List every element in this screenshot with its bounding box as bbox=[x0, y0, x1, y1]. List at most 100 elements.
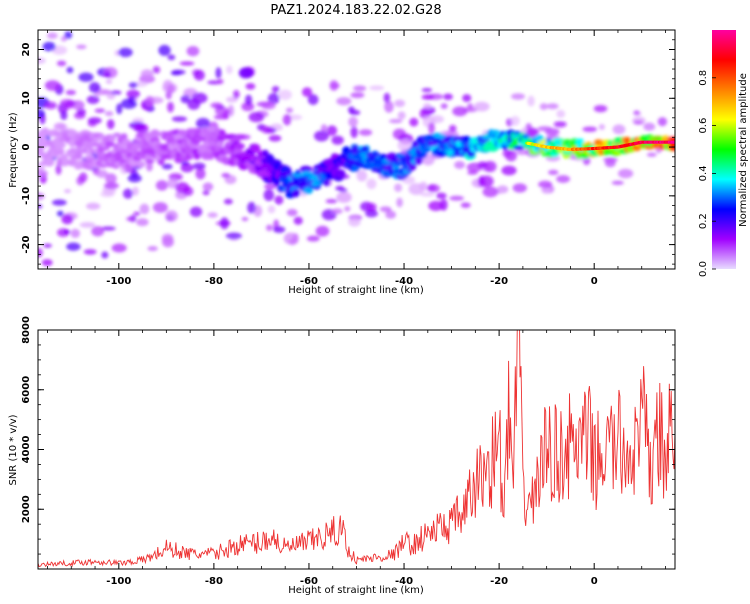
spectrogram-noise-blob bbox=[331, 208, 343, 215]
spectrogram-y-tick-label: -10 bbox=[21, 187, 32, 205]
spectrogram-noise-blob bbox=[126, 89, 141, 99]
spectrogram-noise-blob bbox=[271, 86, 280, 93]
snr-y-label: SNR (10 * v/v) bbox=[8, 414, 19, 485]
spectrogram-noise-blob bbox=[221, 173, 231, 178]
spectrogram-noise-blob bbox=[556, 175, 571, 183]
spectrogram-noise-blob bbox=[76, 108, 86, 116]
spectrogram-noise-blob bbox=[96, 169, 108, 178]
spectrogram-noise-blob bbox=[179, 61, 195, 66]
spectrogram-noise-blob bbox=[101, 251, 109, 259]
spectrogram-noise-blob bbox=[539, 103, 548, 110]
spectrogram-noise-blob bbox=[122, 188, 134, 199]
spectrogram-ridge-blob bbox=[323, 179, 330, 187]
spectrogram-ridge-blob bbox=[131, 143, 142, 150]
spectrogram-noise-blob bbox=[593, 104, 608, 113]
spectrogram-ridge-blob bbox=[250, 143, 261, 153]
spectrogram-noise-blob bbox=[353, 85, 367, 92]
spectrogram-noise-blob bbox=[478, 175, 485, 187]
colorbar-label: Normalized spectral amplitude bbox=[738, 73, 749, 227]
spectrogram-noise-blob bbox=[329, 80, 339, 91]
spectrogram-noise-blob bbox=[79, 172, 88, 183]
spectrogram-noise-blob bbox=[384, 100, 394, 113]
spectrogram-noise-blob bbox=[186, 46, 200, 57]
spectrogram-noise-blob bbox=[546, 103, 559, 110]
spectrogram-noise-blob bbox=[473, 101, 490, 112]
spectrogram-noise-blob bbox=[335, 185, 345, 191]
spectrogram-ridge-blob bbox=[114, 153, 123, 162]
spectrogram-noise-blob bbox=[505, 149, 517, 162]
spectrogram-noise-blob bbox=[245, 82, 256, 90]
spectrogram-ridge-blob bbox=[233, 142, 245, 150]
spectrogram-ridge-blob bbox=[157, 159, 165, 166]
spectrogram-noise-blob bbox=[71, 100, 85, 110]
spectrogram-noise-blob bbox=[460, 202, 471, 208]
spectrogram-noise-blob bbox=[348, 217, 361, 227]
spectrogram-noise-blob bbox=[44, 101, 57, 110]
spectrogram-noise-blob bbox=[336, 97, 352, 106]
spectrogram-noise-blob bbox=[56, 210, 64, 217]
spectrogram-noise-blob bbox=[165, 210, 178, 222]
spectrogram-ridge-blob bbox=[177, 129, 187, 136]
spectrogram-noise-blob bbox=[454, 161, 466, 169]
spectrogram-noise-blob bbox=[582, 126, 598, 133]
spectrogram-noise-blob bbox=[41, 259, 53, 267]
spectrogram-ridge-blob bbox=[431, 132, 443, 138]
spectrogram-noise-blob bbox=[146, 161, 153, 172]
spectrogram-noise-blob bbox=[426, 184, 441, 193]
colorbar-tick-label: 0.8 bbox=[698, 70, 709, 86]
spectrogram-noise-blob bbox=[51, 199, 67, 206]
spectrogram-noise-blob bbox=[409, 117, 419, 127]
spectrogram-noise-blob bbox=[365, 209, 378, 218]
spectrogram-noise-blob bbox=[263, 189, 275, 202]
spectrogram-noise-blob bbox=[38, 108, 45, 119]
spectrogram-noise-blob bbox=[604, 158, 616, 168]
snr-y-tick-label: 8000 bbox=[21, 316, 32, 344]
spectrogram-noise-blob bbox=[367, 203, 377, 212]
spectrogram-noise-blob bbox=[556, 109, 566, 118]
spectrogram-noise-blob bbox=[66, 66, 74, 74]
spectrogram-ridge-blob bbox=[44, 157, 53, 165]
spectrogram-noise-blob bbox=[128, 96, 136, 105]
spectrogram-noise-blob bbox=[633, 110, 640, 115]
spectrogram-noise-blob bbox=[383, 92, 391, 103]
spectrogram-noise-blob bbox=[293, 216, 303, 225]
spectrogram-noise-blob bbox=[344, 205, 351, 212]
spectrogram-noise-blob bbox=[76, 44, 87, 50]
spectrogram-noise-blob bbox=[202, 182, 214, 191]
spectrogram-noise-blob bbox=[510, 115, 520, 126]
spectrogram-x-tick-label: -60 bbox=[300, 276, 318, 287]
spectrogram-noise-blob bbox=[85, 202, 101, 210]
spectrogram-ridge-core bbox=[525, 140, 675, 152]
spectrogram-noise-blob bbox=[261, 126, 274, 134]
spectrogram-ridge-blob bbox=[361, 146, 369, 152]
spectrogram-noise-blob bbox=[350, 92, 365, 99]
spectrogram-noise-blob bbox=[166, 178, 178, 189]
spectrogram-noise-blob bbox=[408, 183, 425, 195]
spectrogram-noise-blob bbox=[222, 110, 230, 120]
snr-y-tick-label: 6000 bbox=[21, 376, 32, 404]
spectrogram-x-tick-label: -20 bbox=[490, 276, 508, 287]
spectrogram-x-tick-label: -100 bbox=[106, 276, 131, 287]
spectrogram-noise-blob bbox=[428, 122, 435, 134]
spectrogram-noise-blob bbox=[87, 117, 102, 124]
spectrogram-ridge-blob bbox=[299, 165, 312, 173]
spectrogram-noise-blob bbox=[210, 102, 223, 109]
spectrogram-noise-blob bbox=[43, 243, 53, 248]
spectrogram-noise-blob bbox=[394, 183, 403, 192]
snr-frame bbox=[37, 329, 676, 570]
spectrogram-ridge-blob bbox=[490, 129, 500, 135]
spectrogram-noise-blob bbox=[207, 212, 218, 218]
spectrogram-noise-blob bbox=[482, 186, 499, 198]
spectrogram-ridge-blob bbox=[462, 135, 472, 142]
spectrogram-noise-blob bbox=[103, 72, 111, 78]
spectrogram-noise-blob bbox=[286, 208, 298, 217]
spectrogram-noise-blob bbox=[538, 180, 553, 189]
spectrogram-noise-blob bbox=[285, 107, 294, 113]
spectrogram-noise-blob bbox=[175, 182, 190, 194]
spectrogram-noise-blob bbox=[313, 130, 330, 142]
spectrogram-noise-blob bbox=[66, 242, 81, 251]
spectrogram-noise-blob bbox=[541, 187, 550, 194]
spectrogram-noise-blob bbox=[70, 228, 81, 238]
spectrogram-noise-blob bbox=[643, 122, 656, 131]
spectrogram-noise-blob bbox=[91, 226, 105, 237]
